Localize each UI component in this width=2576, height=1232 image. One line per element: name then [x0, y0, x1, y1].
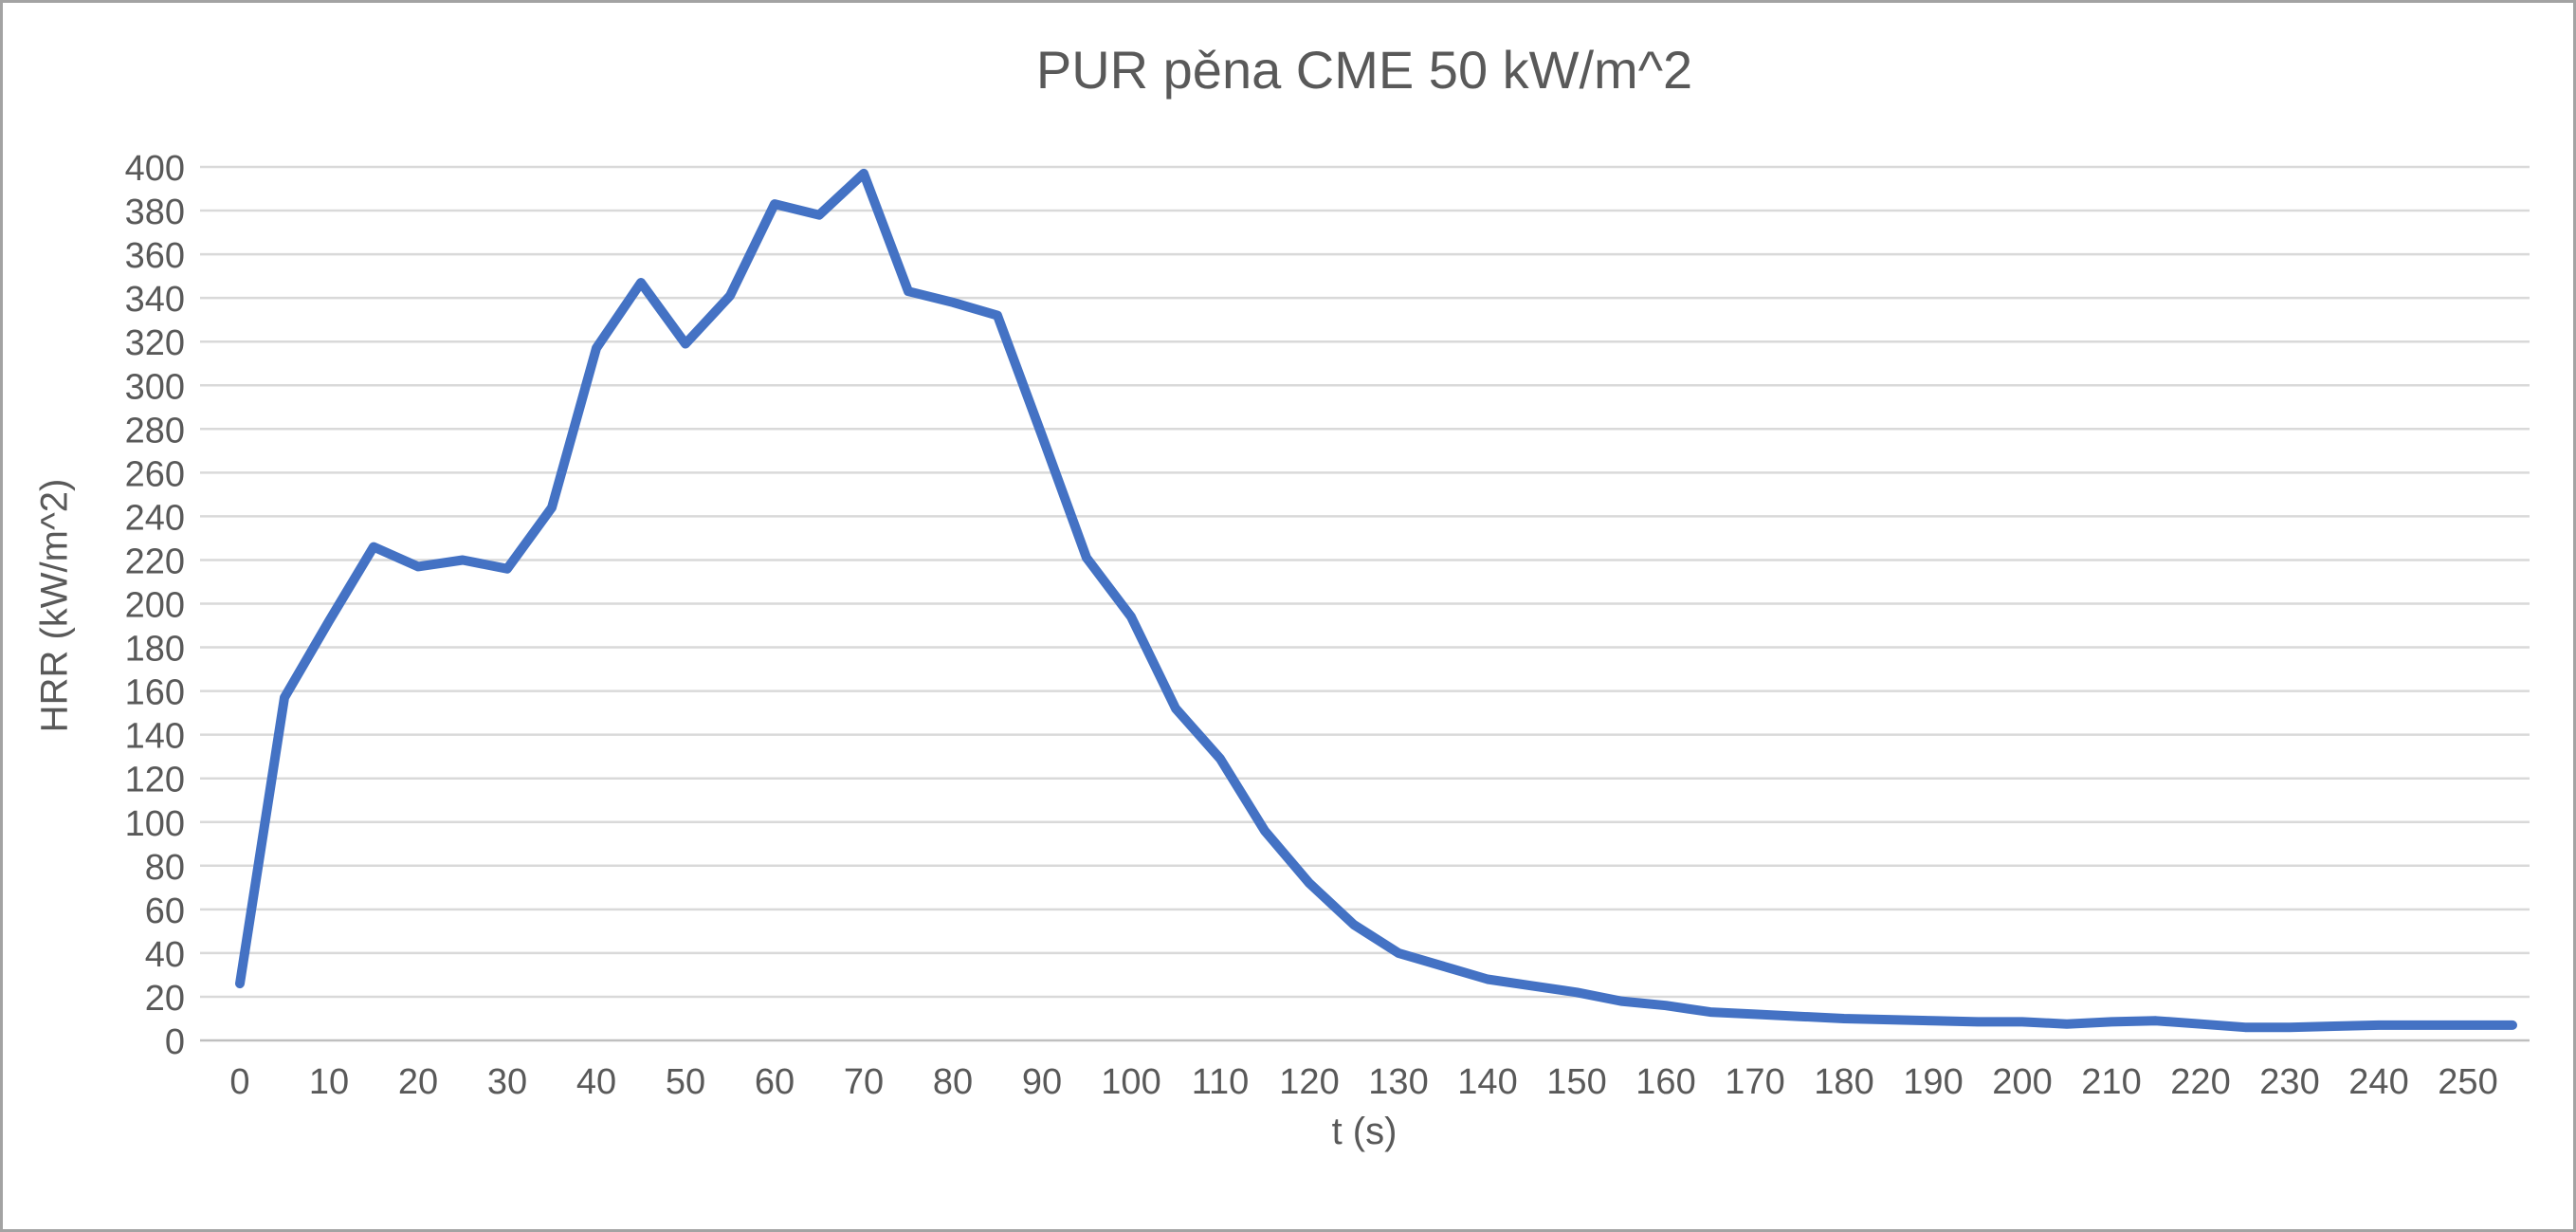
y-tick-label: 160: [125, 673, 185, 713]
x-tick-label: 110: [1192, 1062, 1250, 1102]
x-tick-label: 170: [1725, 1062, 1784, 1102]
x-tick-label: 90: [1022, 1062, 1062, 1102]
x-tick-label: 70: [844, 1062, 884, 1102]
y-tick-label: 340: [125, 280, 185, 320]
y-tick-label: 220: [125, 542, 185, 581]
y-tick-label: 300: [125, 367, 185, 407]
x-tick-label: 100: [1101, 1062, 1160, 1102]
chart-title: PUR pěna CME 50 kW/m^2: [1035, 40, 1693, 100]
x-axis-title: t (s): [1331, 1111, 1398, 1152]
x-tick-label: 160: [1635, 1062, 1695, 1102]
y-tick-label: 200: [125, 586, 185, 626]
y-tick-label: 320: [125, 323, 185, 363]
y-tick-label: 60: [145, 892, 185, 931]
y-tick-label: 380: [125, 193, 185, 232]
x-tick-label: 180: [1814, 1062, 1873, 1102]
x-tick-label: 130: [1368, 1062, 1428, 1102]
x-tick-label: 40: [576, 1062, 616, 1102]
y-tick-label: 400: [125, 149, 185, 189]
x-tick-label: 20: [398, 1062, 438, 1102]
x-tick-label: 220: [2170, 1062, 2230, 1102]
x-tick-label: 60: [755, 1062, 795, 1102]
y-tick-label: 260: [125, 454, 185, 494]
x-tick-label: 140: [1457, 1062, 1517, 1102]
x-tick-label: 240: [2348, 1062, 2408, 1102]
plot-svg: 0204060801001201401601802002202402602803…: [125, 149, 2530, 1102]
x-tick-label: 120: [1279, 1062, 1339, 1102]
y-tick-label: 80: [145, 848, 185, 888]
y-tick-label: 120: [125, 761, 185, 800]
x-tick-label: 50: [666, 1062, 705, 1102]
x-tick-label: 200: [1992, 1062, 2052, 1102]
x-tick-label: 0: [229, 1062, 249, 1102]
y-tick-label: 20: [145, 979, 185, 1019]
x-tick-label: 80: [933, 1062, 973, 1102]
x-tick-label: 30: [487, 1062, 527, 1102]
y-tick-label: 280: [125, 411, 185, 451]
x-tick-label: 150: [1546, 1062, 1606, 1102]
x-tick-label: 250: [2438, 1062, 2497, 1102]
x-tick-label: 230: [2259, 1062, 2319, 1102]
hrr-line-series: [235, 168, 2517, 1033]
y-tick-label: 0: [165, 1022, 185, 1062]
y-tick-label: 100: [125, 804, 185, 844]
y-tick-label: 180: [125, 630, 185, 670]
y-tick-label: 240: [125, 498, 185, 538]
y-tick-label: 40: [145, 935, 185, 975]
x-tick-label: 190: [1903, 1062, 1963, 1102]
y-tick-label: 140: [125, 717, 185, 757]
x-tick-label: 210: [2081, 1062, 2141, 1102]
x-tick-label: 10: [309, 1062, 349, 1102]
y-tick-label: 360: [125, 236, 185, 276]
